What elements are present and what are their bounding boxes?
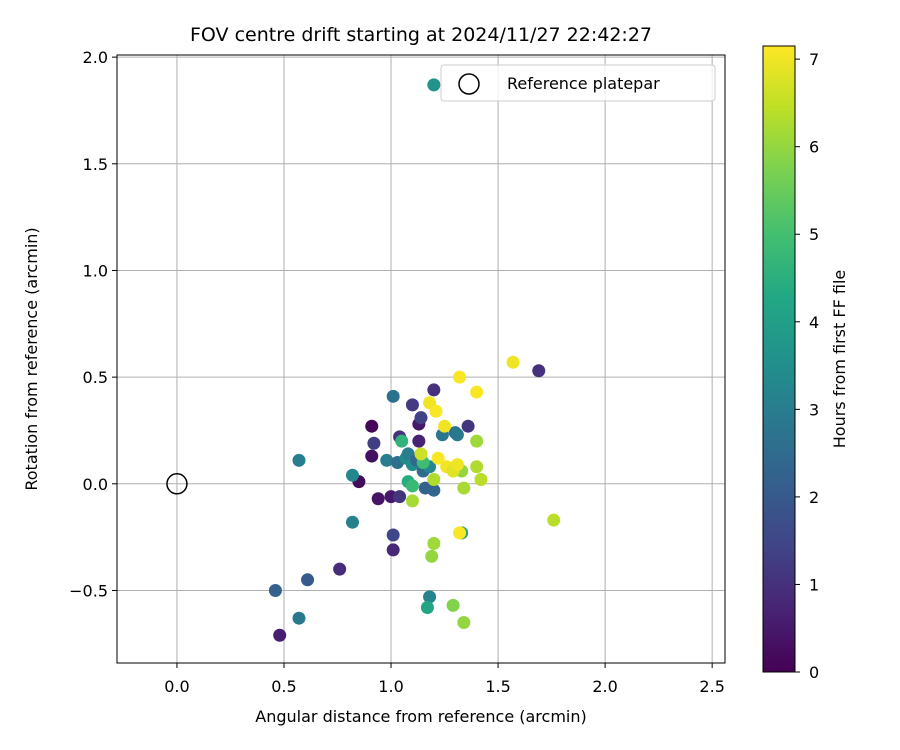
scatter-point bbox=[371, 492, 385, 506]
scatter-point bbox=[427, 483, 441, 497]
scatter-point bbox=[414, 447, 428, 461]
scatter-point bbox=[333, 562, 347, 576]
legend-box bbox=[440, 64, 716, 102]
colorbar-tick-label: 7 bbox=[809, 50, 819, 69]
reference-marker bbox=[166, 473, 188, 495]
legend-entry-reference: Reference platepar bbox=[507, 74, 660, 93]
plot-frame bbox=[116, 54, 726, 664]
scatter-point bbox=[414, 411, 428, 425]
y-axis-label: Rotation from reference (arcmin) bbox=[22, 227, 41, 490]
colorbar-tick-label: 0 bbox=[809, 663, 819, 682]
scatter-point bbox=[301, 573, 315, 587]
scatter-point bbox=[292, 453, 306, 467]
y-tick-label: 0.0 bbox=[83, 475, 108, 494]
colorbar-gradient bbox=[762, 45, 796, 673]
scatter-point bbox=[386, 528, 400, 542]
scatter-point bbox=[427, 537, 441, 551]
scatter-point bbox=[395, 434, 409, 448]
scatter-point bbox=[470, 460, 484, 474]
scatter-point bbox=[429, 404, 443, 418]
scatter-point bbox=[457, 615, 471, 629]
y-tick-label: 2.0 bbox=[83, 48, 108, 67]
y-tick-label: 1.5 bbox=[83, 155, 108, 174]
legend: Reference platepar bbox=[440, 64, 716, 102]
scatter-point bbox=[393, 490, 407, 504]
scatter-points bbox=[268, 78, 561, 642]
scatter-point bbox=[506, 355, 520, 369]
scatter-point bbox=[532, 364, 546, 378]
x-axis-ticks: 0.0 0.5 1.0 1.5 2.0 2.5 bbox=[164, 663, 725, 696]
x-tick-label: 2.5 bbox=[699, 677, 724, 696]
scatter-point bbox=[453, 526, 467, 540]
scatter-point bbox=[470, 434, 484, 448]
scatter-point bbox=[438, 419, 452, 433]
colorbar-tick-label: 6 bbox=[809, 138, 819, 157]
scatter-point bbox=[427, 383, 441, 397]
y-tick-label: 0.5 bbox=[83, 368, 108, 387]
scatter-point bbox=[461, 419, 475, 433]
y-tick-label: −0.5 bbox=[69, 581, 108, 600]
scatter-point bbox=[457, 481, 471, 495]
scatter-point bbox=[425, 549, 439, 563]
scatter-point bbox=[268, 583, 282, 597]
scatter-point bbox=[450, 428, 464, 442]
colorbar-tick-label: 5 bbox=[809, 225, 819, 244]
scatter-point bbox=[420, 601, 434, 615]
reference-platepar-marker bbox=[166, 473, 188, 495]
scatter-point bbox=[345, 468, 359, 482]
x-tick-label: 0.5 bbox=[271, 677, 296, 696]
scatter-point bbox=[412, 434, 426, 448]
scatter-point bbox=[365, 449, 379, 463]
scatter-point bbox=[273, 628, 287, 642]
scatter-point bbox=[547, 513, 561, 527]
scatter-point bbox=[380, 453, 394, 467]
scatter-point bbox=[423, 590, 437, 604]
scatter-point bbox=[386, 389, 400, 403]
y-tick-label: 1.0 bbox=[83, 261, 108, 280]
x-tick-label: 0.0 bbox=[164, 677, 189, 696]
scatter-point bbox=[405, 494, 419, 508]
x-tick-label: 2.0 bbox=[592, 677, 617, 696]
legend-marker-icon bbox=[458, 73, 480, 95]
chart-title: FOV centre drift starting at 2024/11/27 … bbox=[190, 24, 652, 46]
scatter-point bbox=[446, 598, 460, 612]
scatter-point bbox=[292, 611, 306, 625]
scatter-point bbox=[470, 385, 484, 399]
scatter-point bbox=[431, 451, 445, 465]
colorbar-tick-label: 3 bbox=[809, 400, 819, 419]
scatter-point bbox=[427, 473, 441, 487]
scatter-point bbox=[405, 479, 419, 493]
x-axis-label: Angular distance from reference (arcmin) bbox=[255, 707, 586, 726]
scatter-point bbox=[345, 515, 359, 529]
scatter-point bbox=[474, 473, 488, 487]
scatter-point bbox=[453, 370, 467, 384]
scatter-point bbox=[427, 78, 441, 92]
x-tick-label: 1.5 bbox=[485, 677, 510, 696]
x-tick-label: 1.0 bbox=[378, 677, 403, 696]
scatter-point bbox=[386, 543, 400, 557]
scatter-point bbox=[450, 458, 464, 472]
scatter-point bbox=[367, 436, 381, 450]
scatter-point bbox=[365, 419, 379, 433]
colorbar-tick-label: 1 bbox=[809, 575, 819, 594]
colorbar-tick-label: 4 bbox=[809, 313, 819, 332]
colorbar-tick-label: 2 bbox=[809, 488, 819, 507]
grid bbox=[117, 55, 725, 663]
colorbar: 0 1 2 3 4 5 6 7 Hours from first FF file bbox=[762, 45, 849, 682]
colorbar-ticks: 0 1 2 3 4 5 6 7 bbox=[795, 50, 819, 682]
y-axis-ticks: −0.5 0.0 0.5 1.0 1.5 2.0 bbox=[69, 48, 117, 600]
scatter-point bbox=[405, 398, 419, 412]
colorbar-label: Hours from first FF file bbox=[830, 270, 849, 449]
